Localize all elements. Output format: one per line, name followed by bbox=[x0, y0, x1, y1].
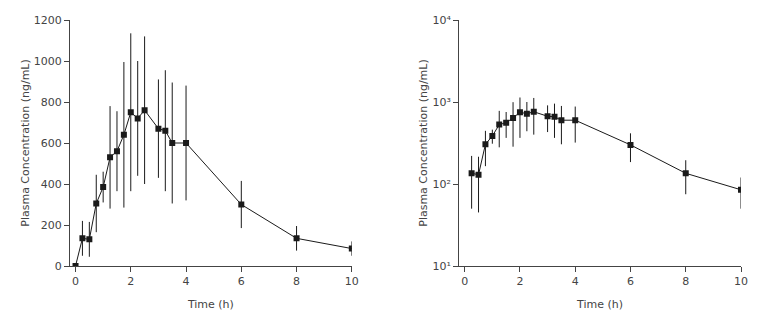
svg-text:10²: 10² bbox=[433, 178, 451, 191]
svg-text:0: 0 bbox=[461, 275, 468, 288]
svg-text:800: 800 bbox=[41, 96, 62, 109]
svg-text:0: 0 bbox=[55, 260, 62, 273]
svg-text:Time (h): Time (h) bbox=[187, 298, 234, 311]
svg-text:0: 0 bbox=[72, 275, 79, 288]
svg-text:2: 2 bbox=[516, 275, 523, 288]
svg-text:Plasma Concentration (ng/mL): Plasma Concentration (ng/mL) bbox=[19, 59, 32, 227]
svg-text:10: 10 bbox=[734, 275, 748, 288]
svg-text:600: 600 bbox=[41, 137, 62, 150]
svg-text:8: 8 bbox=[293, 275, 300, 288]
svg-text:10³: 10³ bbox=[433, 96, 451, 109]
svg-text:1000: 1000 bbox=[34, 55, 62, 68]
svg-text:1200: 1200 bbox=[34, 14, 62, 27]
svg-text:6: 6 bbox=[238, 275, 245, 288]
svg-text:4: 4 bbox=[183, 275, 190, 288]
svg-text:10⁴: 10⁴ bbox=[433, 14, 452, 27]
svg-text:200: 200 bbox=[41, 219, 62, 232]
svg-text:4: 4 bbox=[572, 275, 579, 288]
svg-text:6: 6 bbox=[627, 275, 634, 288]
svg-text:Plasma Concentration (ng/mL): Plasma Concentration (ng/mL) bbox=[417, 59, 430, 227]
svg-text:Time (h): Time (h) bbox=[576, 298, 623, 311]
svg-text:2: 2 bbox=[127, 275, 134, 288]
svg-text:10: 10 bbox=[345, 275, 359, 288]
svg-text:10¹: 10¹ bbox=[433, 260, 451, 273]
svg-text:400: 400 bbox=[41, 178, 62, 191]
svg-text:8: 8 bbox=[682, 275, 689, 288]
